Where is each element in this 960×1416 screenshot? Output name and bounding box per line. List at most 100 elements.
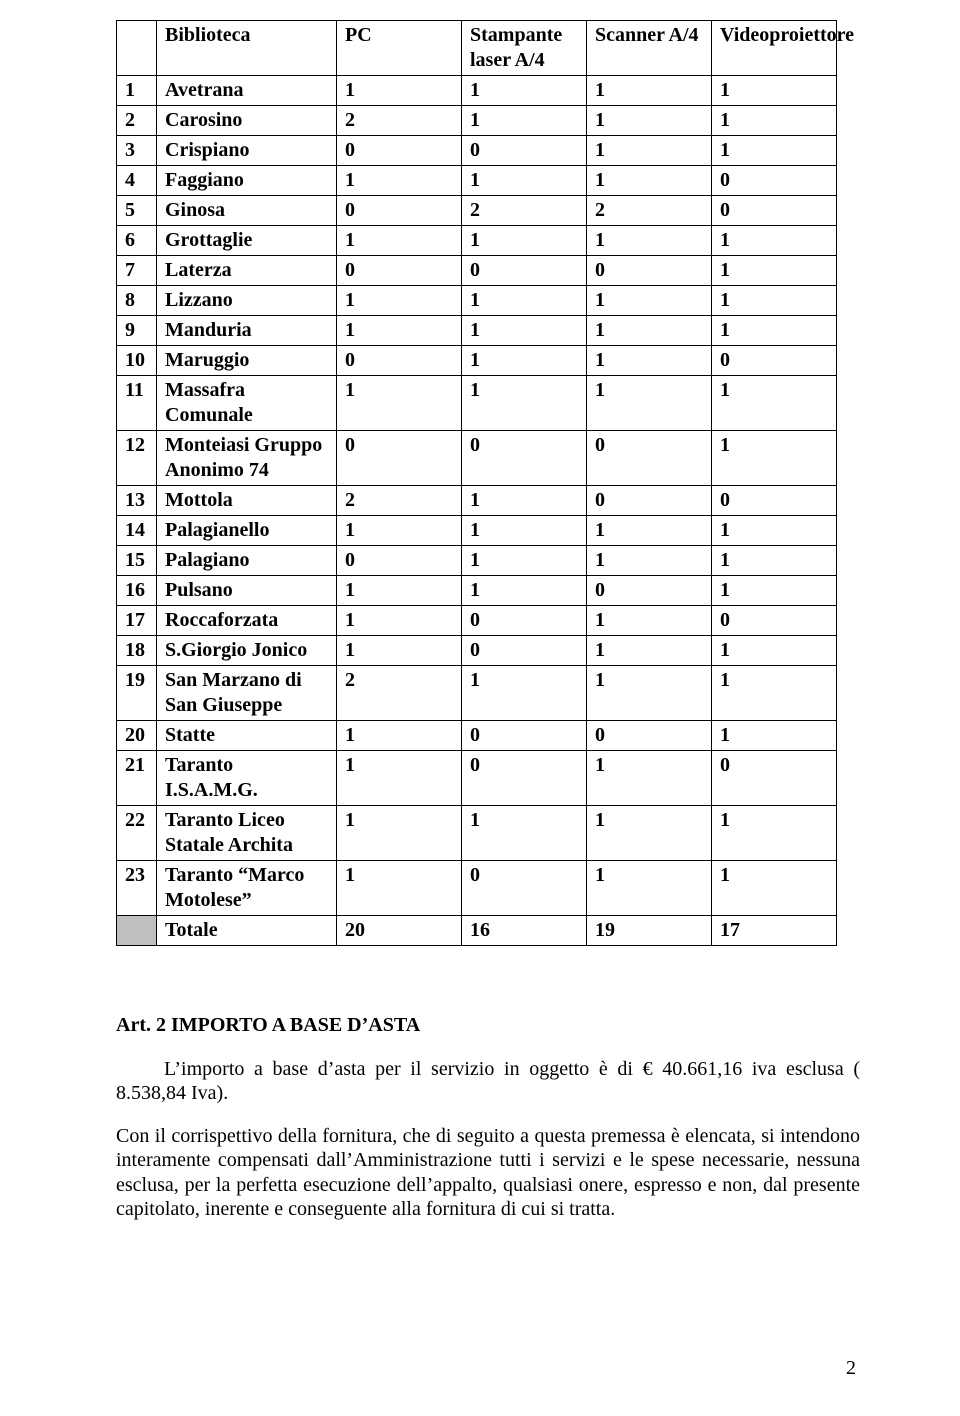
table-row: 1Avetrana1111 (117, 76, 837, 106)
table-header-row: Biblioteca PC Stampante laser A/4 Scanne… (117, 21, 837, 76)
table-row: 22Taranto Liceo Statale Archita1111 (117, 806, 837, 861)
table-cell: 1 (462, 166, 587, 196)
table-cell: 15 (117, 546, 157, 576)
table-row: 9Manduria1111 (117, 316, 837, 346)
table-cell: 1 (337, 166, 462, 196)
table-cell: 1 (337, 286, 462, 316)
table-cell: 21 (117, 751, 157, 806)
header-scanner: Scanner A/4 (587, 21, 712, 76)
table-cell: 1 (587, 166, 712, 196)
table-cell: 23 (117, 861, 157, 916)
table-cell: 0 (337, 431, 462, 486)
table-cell: 1 (337, 861, 462, 916)
table-cell: 0 (337, 136, 462, 166)
table-cell: 0 (587, 721, 712, 751)
table-cell: Taranto I.S.A.M.G. (157, 751, 337, 806)
table-cell: 2 (337, 666, 462, 721)
table-cell: Lizzano (157, 286, 337, 316)
table-cell: 1 (712, 226, 837, 256)
table-cell: Faggiano (157, 166, 337, 196)
table-cell: 9 (117, 316, 157, 346)
table-row: 23Taranto “Marco Motolese”1011 (117, 861, 837, 916)
table-cell: 18 (117, 636, 157, 666)
table-cell: 5 (117, 196, 157, 226)
table-row: 3Crispiano0011 (117, 136, 837, 166)
table-cell: 1 (587, 606, 712, 636)
table-cell: 1 (587, 346, 712, 376)
table-row: 18S.Giorgio Jonico1011 (117, 636, 837, 666)
table-cell: 1 (587, 106, 712, 136)
table-cell: 0 (712, 486, 837, 516)
table-cell: 1 (712, 806, 837, 861)
table-cell: 1 (712, 136, 837, 166)
table-cell: 1 (712, 286, 837, 316)
table-cell: Manduria (157, 316, 337, 346)
table-cell: 20 (117, 721, 157, 751)
header-pc: PC (337, 21, 462, 76)
table-cell: Taranto “Marco Motolese” (157, 861, 337, 916)
table-row: 17Roccaforzata1010 (117, 606, 837, 636)
table-cell: Palagianello (157, 516, 337, 546)
table-cell: 22 (117, 806, 157, 861)
table-cell: 0 (462, 861, 587, 916)
table-cell: 1 (462, 666, 587, 721)
header-videoproiettore: Videoproiettore (712, 21, 837, 76)
table-row: 2Carosino2111 (117, 106, 837, 136)
table-row: 14Palagianello1111 (117, 516, 837, 546)
table-cell: 2 (462, 196, 587, 226)
table-row: 16Pulsano1101 (117, 576, 837, 606)
table-cell: 1 (337, 806, 462, 861)
table-cell: 20 (337, 916, 462, 946)
table-cell: Totale (157, 916, 337, 946)
table-cell: 14 (117, 516, 157, 546)
table-cell: Massafra Comunale (157, 376, 337, 431)
table-cell: 1 (712, 721, 837, 751)
table-cell (117, 916, 157, 946)
table-row: 13Mottola2100 (117, 486, 837, 516)
table-cell: 1 (337, 606, 462, 636)
table-cell: 10 (117, 346, 157, 376)
table-cell: 17 (712, 916, 837, 946)
table-cell: 19 (587, 916, 712, 946)
table-cell: 1 (462, 346, 587, 376)
table-cell: 0 (462, 751, 587, 806)
table-cell: 1 (462, 486, 587, 516)
table-cell: 1 (587, 316, 712, 346)
table-cell: 0 (462, 136, 587, 166)
table-cell: Palagiano (157, 546, 337, 576)
table-row: 21Taranto I.S.A.M.G.1010 (117, 751, 837, 806)
table-cell: 1 (587, 751, 712, 806)
table-cell: 6 (117, 226, 157, 256)
table-cell: 1 (337, 516, 462, 546)
table-row-total: Totale20161917 (117, 916, 837, 946)
table-cell: Maruggio (157, 346, 337, 376)
table-cell: 2 (337, 106, 462, 136)
table-cell: 0 (587, 431, 712, 486)
table-cell: 1 (462, 106, 587, 136)
table-cell: 1 (712, 316, 837, 346)
table-cell: 0 (337, 546, 462, 576)
table-cell: 1 (337, 316, 462, 346)
table-cell: 1 (117, 76, 157, 106)
table-cell: 0 (712, 751, 837, 806)
table-cell: 1 (337, 76, 462, 106)
article-paragraph-1: L’importo a base d’asta per il servizio … (116, 1057, 860, 1106)
table-cell: 13 (117, 486, 157, 516)
table-cell: San Marzano di San Giuseppe (157, 666, 337, 721)
table-cell: 1 (462, 546, 587, 576)
table-cell: 0 (337, 196, 462, 226)
table-cell: Pulsano (157, 576, 337, 606)
table-cell: 1 (337, 751, 462, 806)
table-cell: 1 (587, 136, 712, 166)
table-cell: 1 (587, 516, 712, 546)
table-cell: 1 (462, 76, 587, 106)
table-cell: 0 (587, 256, 712, 286)
table-cell: 1 (712, 576, 837, 606)
table-cell: 1 (462, 576, 587, 606)
article-title: Art. 2 IMPORTO A BASE D’ASTA (116, 1014, 860, 1037)
table-cell: 4 (117, 166, 157, 196)
table-cell: 1 (712, 76, 837, 106)
table-cell: 8 (117, 286, 157, 316)
table-cell: S.Giorgio Jonico (157, 636, 337, 666)
article-paragraph-2: Con il corrispettivo della fornitura, ch… (116, 1124, 860, 1222)
